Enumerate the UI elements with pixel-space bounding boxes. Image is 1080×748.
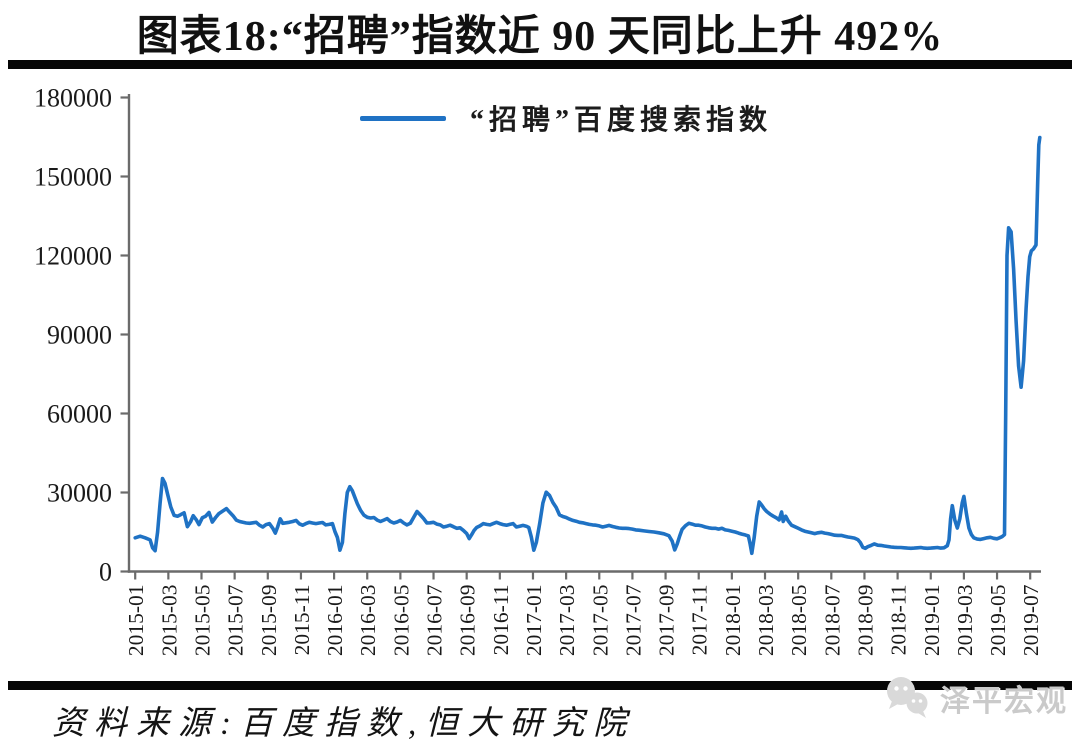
x-tick-label: 2016-11 [489, 585, 513, 656]
x-tick-label: 2019-03 [953, 585, 977, 657]
x-tick-label: 2018-11 [887, 585, 911, 656]
x-tick-label: 2015-11 [290, 585, 314, 656]
y-tick-label: 30000 [47, 479, 112, 508]
bottom-divider [8, 681, 1072, 690]
series-line [133, 135, 1042, 556]
x-tick-label: 2018-03 [754, 585, 778, 657]
x-tick-label: 2015-01 [124, 585, 148, 657]
x-tick-label: 2018-07 [820, 584, 844, 656]
x-tick-label: 2016-03 [356, 585, 380, 657]
y-tick-label: 60000 [47, 400, 112, 429]
x-tick-label: 2015-05 [190, 585, 214, 657]
x-tick-label: 2019-07 [1019, 584, 1043, 656]
x-tick-label: 2016-07 [423, 584, 447, 656]
x-tick-label: 2017-01 [522, 585, 546, 657]
wechat-chat-bubbles-icon [887, 677, 928, 718]
x-tick-label: 2018-01 [721, 585, 745, 657]
y-tick-label: 90000 [47, 321, 112, 350]
page-title: 图表18:“招聘”指数近 90 天同比上升 492% [136, 14, 944, 60]
x-tick-label: 2019-05 [986, 585, 1010, 657]
source-note: 资料来源:百度指数,恒大研究院 [52, 706, 636, 742]
y-tick-label: 120000 [34, 242, 112, 271]
legend: “招聘”百度搜索指数 [360, 98, 772, 138]
chart-area: 0 30000 60000 90000 120000 150000 180000 2015-0… [0, 80, 1080, 681]
legend-label: “招聘”百度搜索指数 [470, 105, 773, 136]
x-tick-label: 2018-09 [853, 585, 877, 657]
y-tick-label: 0 [99, 558, 112, 587]
x-tick-label: 2015-09 [257, 585, 281, 657]
line-chart: 0 30000 60000 90000 120000 150000 180000 2015-0… [34, 84, 1043, 657]
x-tick-label: 2016-05 [389, 585, 413, 657]
top-divider [8, 60, 1072, 69]
y-tick-label: 180000 [34, 84, 112, 113]
x-tick-label: 2017-07 [621, 584, 645, 656]
x-tick-label: 2016-01 [323, 585, 347, 657]
watermark: 泽平宏观 [882, 672, 1068, 724]
x-tick-label: 2016-09 [456, 585, 480, 657]
legend-line-swatch [360, 115, 446, 121]
x-tick-label: 2015-07 [224, 584, 248, 656]
x-tick-label: 2019-01 [920, 585, 944, 657]
x-tick-label: 2018-05 [787, 585, 811, 657]
x-tick-label: 2017-05 [588, 585, 612, 657]
y-tick-label: 150000 [34, 163, 112, 192]
x-tick-label: 2017-09 [655, 585, 679, 657]
x-tick-label: 2017-11 [688, 585, 712, 656]
watermark-brand: 泽平宏观 [940, 685, 1068, 718]
x-tick-label: 2015-03 [157, 585, 181, 657]
x-tick-label: 2017-03 [555, 585, 579, 657]
